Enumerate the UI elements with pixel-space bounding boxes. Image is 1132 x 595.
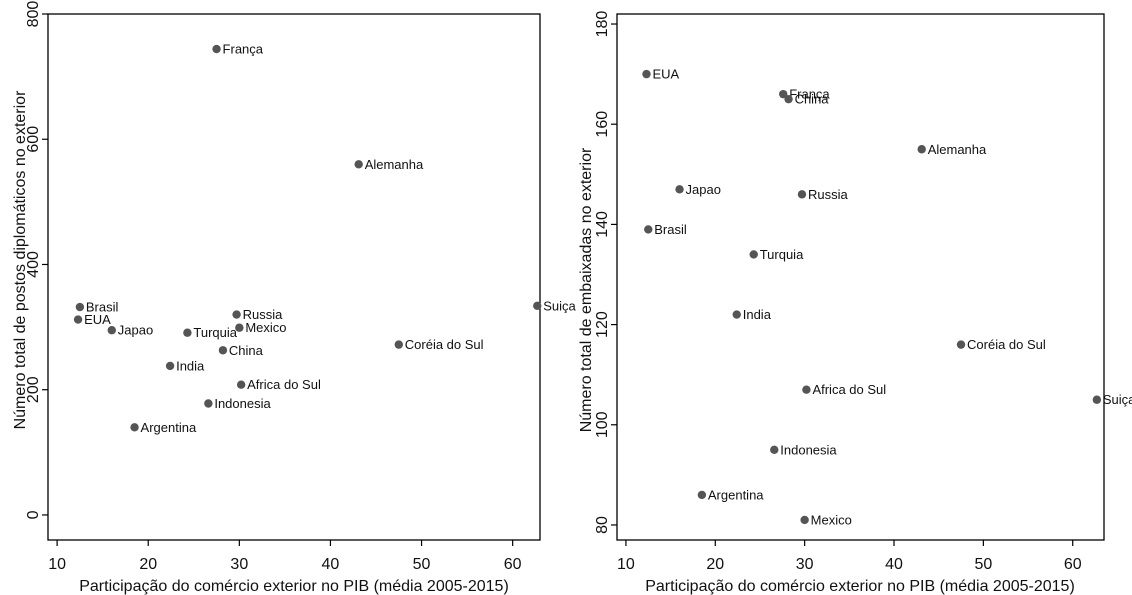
point-label: Alemanha [928, 142, 987, 157]
data-point [130, 423, 139, 432]
data-point [917, 145, 926, 154]
point-label: China [229, 343, 264, 358]
x-tick-label: 10 [617, 556, 635, 573]
x-tick-label: 50 [974, 556, 992, 573]
point-label: Argentina [708, 487, 764, 502]
y-tick-label: 400 [25, 251, 42, 278]
y-tick-label: 160 [594, 111, 611, 138]
data-point [533, 301, 542, 311]
data-point [235, 323, 244, 332]
data-point [800, 515, 809, 525]
data-point [73, 315, 83, 324]
data-point [232, 310, 241, 319]
x-tick-label: 30 [796, 556, 814, 573]
point-label: Mexico [245, 320, 286, 335]
point-label: China [795, 92, 830, 107]
data-point [183, 328, 192, 337]
data-point [1092, 395, 1102, 404]
x-tick-label: 60 [504, 556, 522, 573]
data-point [218, 346, 228, 355]
x-tick-label: 40 [322, 556, 340, 573]
data-point [75, 302, 85, 312]
x-tick-label: 20 [706, 556, 724, 573]
y-tick-label: 120 [594, 311, 611, 338]
point-label: Turquia [193, 325, 237, 340]
y-tick-label: 140 [594, 211, 611, 238]
data-point [236, 380, 246, 389]
data-point [204, 399, 213, 408]
point-label: Coréia do Sul [405, 337, 484, 352]
x-axis-title: Participação do comércio exterior no PIB… [79, 578, 509, 595]
point-label: Indonesia [780, 442, 837, 457]
x-axis-title: Participação do comércio exterior no PIB… [645, 578, 1075, 595]
data-point [107, 326, 116, 335]
x-axis: 10 20 30 40 50 60 [617, 540, 1082, 573]
point-label: Brasil [654, 222, 687, 237]
data-point [956, 340, 966, 349]
y-tick-label: 600 [25, 126, 42, 153]
point-label: Suiça [543, 298, 576, 313]
point-label: India [176, 358, 205, 373]
point-label: Alemanha [365, 157, 424, 172]
data-point [354, 160, 363, 169]
point-label: França [789, 87, 830, 102]
plot-frame [616, 13, 1105, 541]
y-tick-label: 100 [594, 411, 611, 438]
plot-frame [47, 13, 541, 541]
x-tick-label: 50 [413, 556, 431, 573]
point-label: Japao [686, 182, 721, 197]
point-label: Indonesia [214, 396, 271, 411]
y-tick-label: 80 [594, 516, 611, 534]
x-tick-label: 10 [48, 556, 66, 573]
chart-embassies: 80 100 120 140 160 180 10 20 30 40 50 60 EUA França… [578, 11, 1132, 595]
x-axis: 10 20 30 40 50 60 [48, 540, 522, 573]
data-point [697, 490, 707, 500]
x-tick-label: 40 [885, 556, 903, 573]
data-point [675, 185, 684, 194]
data-point [802, 385, 811, 394]
point-label: Turquia [760, 247, 804, 262]
data-point [779, 89, 788, 99]
data-point [749, 250, 758, 259]
point-label: Russia [808, 187, 849, 202]
point-label: França [223, 42, 264, 57]
y-axis: 0 200 400 600 800 [25, 1, 48, 519]
y-axis-title: Número total de postos diplomáticos no e… [12, 90, 29, 430]
data-point [642, 69, 651, 79]
point-label: Mexico [811, 512, 852, 527]
y-axis: 80 100 120 140 160 180 [594, 11, 617, 534]
x-tick-label: 20 [139, 556, 157, 573]
point-label: Suiça [1103, 392, 1132, 407]
point-label: Africa do Sul [812, 382, 886, 397]
x-tick-label: 30 [230, 556, 248, 573]
point-label: Russia [243, 307, 284, 322]
data-point [732, 310, 741, 319]
point-label: EUA [84, 312, 111, 327]
point-label: Japao [118, 323, 153, 338]
point-label: Africa do Sul [247, 377, 321, 392]
point-label: Brasil [86, 300, 119, 315]
data-point [784, 94, 793, 104]
data-point [165, 361, 175, 371]
point-label: India [743, 307, 772, 322]
y-tick-label: 0 [25, 510, 42, 519]
y-tick-label: 800 [25, 1, 42, 28]
y-tick-label: 200 [25, 376, 42, 403]
point-label: Argentina [141, 420, 197, 435]
data-point [770, 445, 779, 455]
data-point [797, 190, 807, 199]
y-axis-title: Número total de embaixadas no exterior [578, 147, 595, 432]
y-tick-label: 180 [594, 11, 611, 38]
point-label: Coréia do Sul [967, 337, 1046, 352]
point-label: EUA [652, 67, 679, 82]
data-point [212, 44, 221, 54]
x-tick-label: 60 [1064, 556, 1082, 573]
data-point [394, 340, 403, 349]
chart-diplomatic-posts: 0 200 400 600 800 10 20 30 40 50 60 França Alemanh… [12, 1, 577, 595]
data-point [644, 225, 653, 234]
